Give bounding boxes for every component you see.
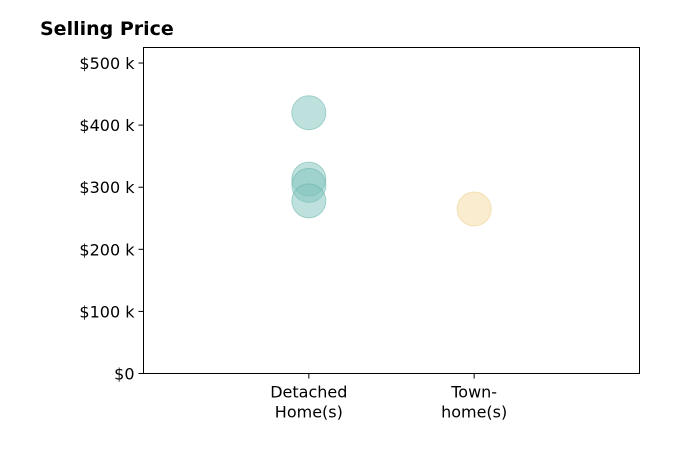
data-point [291, 95, 327, 131]
chart-title: Selling Price [40, 18, 174, 40]
y-tick-label: $200 k [79, 240, 135, 259]
y-tick-label: $400 k [79, 116, 135, 135]
y-tick-label: $100 k [79, 302, 135, 321]
y-tick-label: $0 [114, 365, 134, 384]
x-tick-label: Detached Home(s) [270, 383, 347, 422]
x-tick-label-line: Home(s) [275, 403, 343, 422]
data-point [456, 191, 492, 227]
data-point [291, 183, 327, 219]
x-tick-label: Town-home(s) [441, 383, 507, 422]
x-axis: Detached Home(s) Town-home(s) [270, 373, 507, 422]
y-tick-label: $300 k [79, 178, 135, 197]
x-tick-label-line: home(s) [441, 403, 507, 422]
marks-layer [291, 95, 492, 227]
x-tick-label-line: Town- [450, 383, 497, 402]
x-tick-label-line: Detached [270, 383, 347, 402]
y-tick-label: $500 k [79, 54, 135, 73]
plot-frame [143, 47, 640, 374]
y-axis: $0 $100 k $200 k $300 k $400 k $500 k [79, 54, 144, 384]
